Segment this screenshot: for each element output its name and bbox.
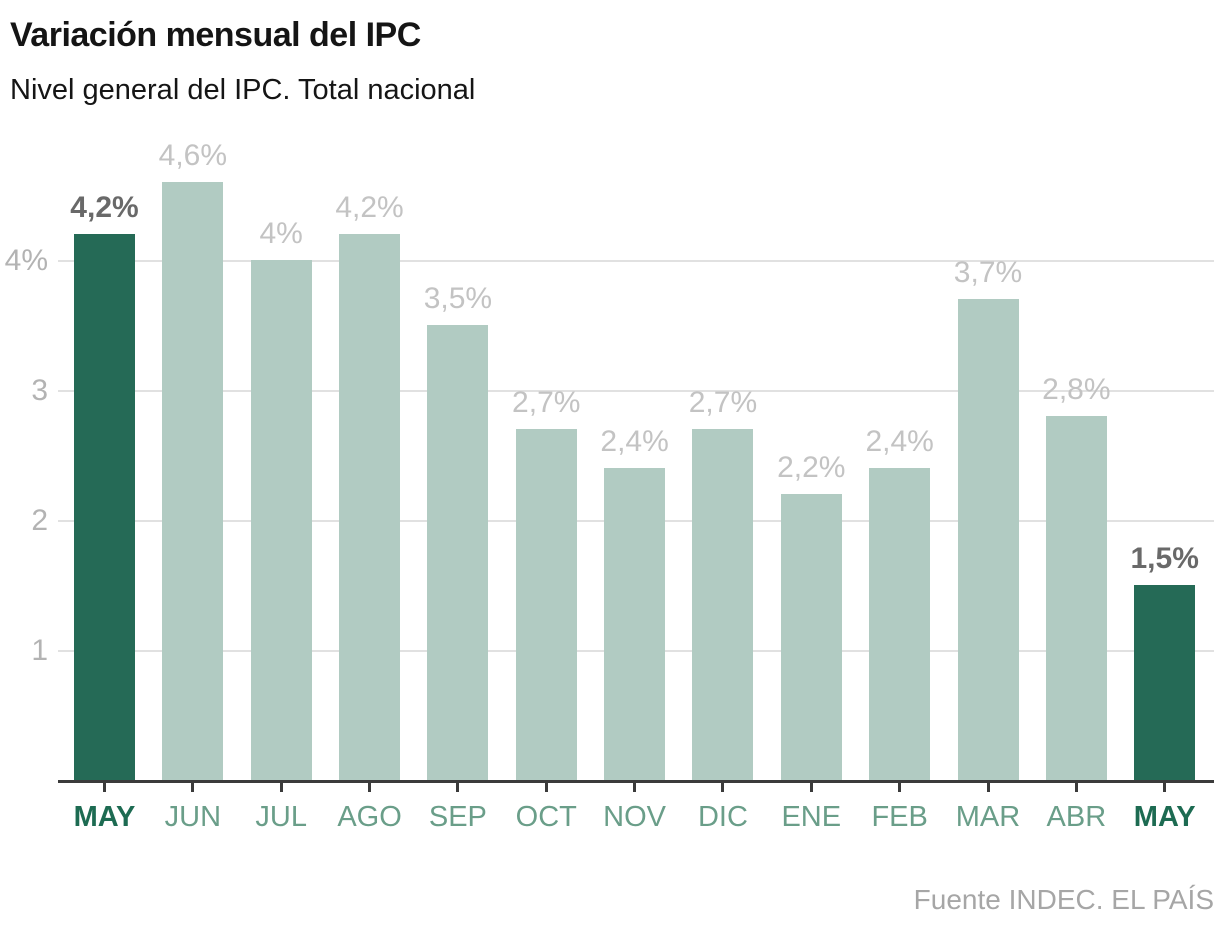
bar-value-label-2: 4% — [259, 217, 303, 250]
bar-OCT-5 — [515, 429, 577, 780]
x-axis-label-SEP-4: SEP — [428, 801, 487, 833]
x-axis-label-NOV-6: NOV — [603, 801, 667, 833]
y-axis-label-3: 3 — [31, 374, 48, 407]
x-axis-label-AGO-3: AGO — [337, 801, 402, 833]
gridline-3 — [58, 390, 1214, 392]
x-axis-label-DIC-7: DIC — [697, 801, 748, 833]
bar-SEP-4 — [427, 325, 489, 780]
bar-NOV-6 — [604, 468, 666, 780]
bar-ENE-8 — [780, 494, 842, 780]
bar-DIC-7 — [692, 429, 754, 780]
x-axis-tick-12 — [1163, 783, 1167, 792]
bar-MAR-10 — [957, 299, 1019, 780]
x-axis-label-MAY-0: MAY — [73, 801, 136, 833]
bar-MAY-0 — [74, 234, 135, 780]
x-axis-tick-3 — [368, 783, 372, 792]
x-axis-label-FEB-9: FEB — [871, 801, 928, 833]
bar-ABR-11 — [1045, 416, 1107, 780]
x-axis-label-JUL-2: JUL — [255, 801, 307, 833]
bar-value-label-3: 4,2% — [335, 191, 404, 224]
bar-FEB-9 — [869, 468, 931, 780]
y-axis-label-2: 2 — [31, 504, 48, 537]
bar-JUL-2 — [250, 260, 312, 780]
y-axis-label-4%: 4% — [4, 244, 48, 277]
bar-value-label-9: 2,4% — [865, 425, 934, 458]
x-axis-label-ENE-8: ENE — [781, 801, 842, 833]
chart-title: Variación mensual del IPC — [10, 16, 421, 54]
bar-value-label-12: 1,5% — [1130, 542, 1199, 575]
bar-value-label-6: 2,4% — [600, 425, 669, 458]
bar-value-label-4: 3,5% — [423, 282, 493, 315]
x-axis-tick-2 — [279, 783, 283, 792]
x-axis-tick-10 — [986, 783, 990, 792]
bar-JUN-1 — [162, 182, 224, 780]
x-axis-tick-1 — [191, 783, 195, 792]
x-axis-tick-5 — [544, 783, 548, 792]
x-axis-label-OCT-5: OCT — [515, 801, 577, 833]
bar-value-label-0: 4,2% — [70, 191, 139, 224]
gridline-4% — [58, 260, 1214, 262]
y-axis-label-1: 1 — [31, 634, 48, 667]
x-axis-tick-9 — [898, 783, 902, 792]
x-axis-tick-7 — [721, 783, 725, 792]
x-axis-tick-4 — [456, 783, 460, 792]
x-axis-label-ABR-11: ABR — [1046, 801, 1107, 833]
x-axis-label-JUN-1: JUN — [164, 801, 222, 833]
x-axis-tick-11 — [1074, 783, 1078, 792]
bar-value-label-1: 4,6% — [158, 139, 228, 172]
bar-value-label-7: 2,7% — [688, 386, 758, 419]
bar-value-label-8: 2,2% — [777, 451, 846, 484]
bar-value-label-11: 2,8% — [1042, 373, 1111, 406]
x-axis-tick-6 — [633, 783, 637, 792]
x-axis-line — [58, 780, 1214, 783]
x-axis-tick-8 — [809, 783, 813, 792]
source-attribution: Fuente INDEC. EL PAÍS — [913, 884, 1214, 915]
x-axis-label-MAR-10: MAR — [955, 801, 1021, 833]
x-axis-tick-0 — [103, 783, 106, 792]
bar-MAY-12 — [1134, 585, 1196, 780]
bar-value-label-5: 2,7% — [512, 386, 581, 419]
bar-AGO-3 — [339, 234, 401, 780]
chart-subtitle: Nivel general del IPC. Total nacional — [10, 74, 476, 106]
bar-value-label-10: 3,7% — [953, 256, 1023, 289]
x-axis-label-MAY-12: MAY — [1133, 801, 1196, 833]
